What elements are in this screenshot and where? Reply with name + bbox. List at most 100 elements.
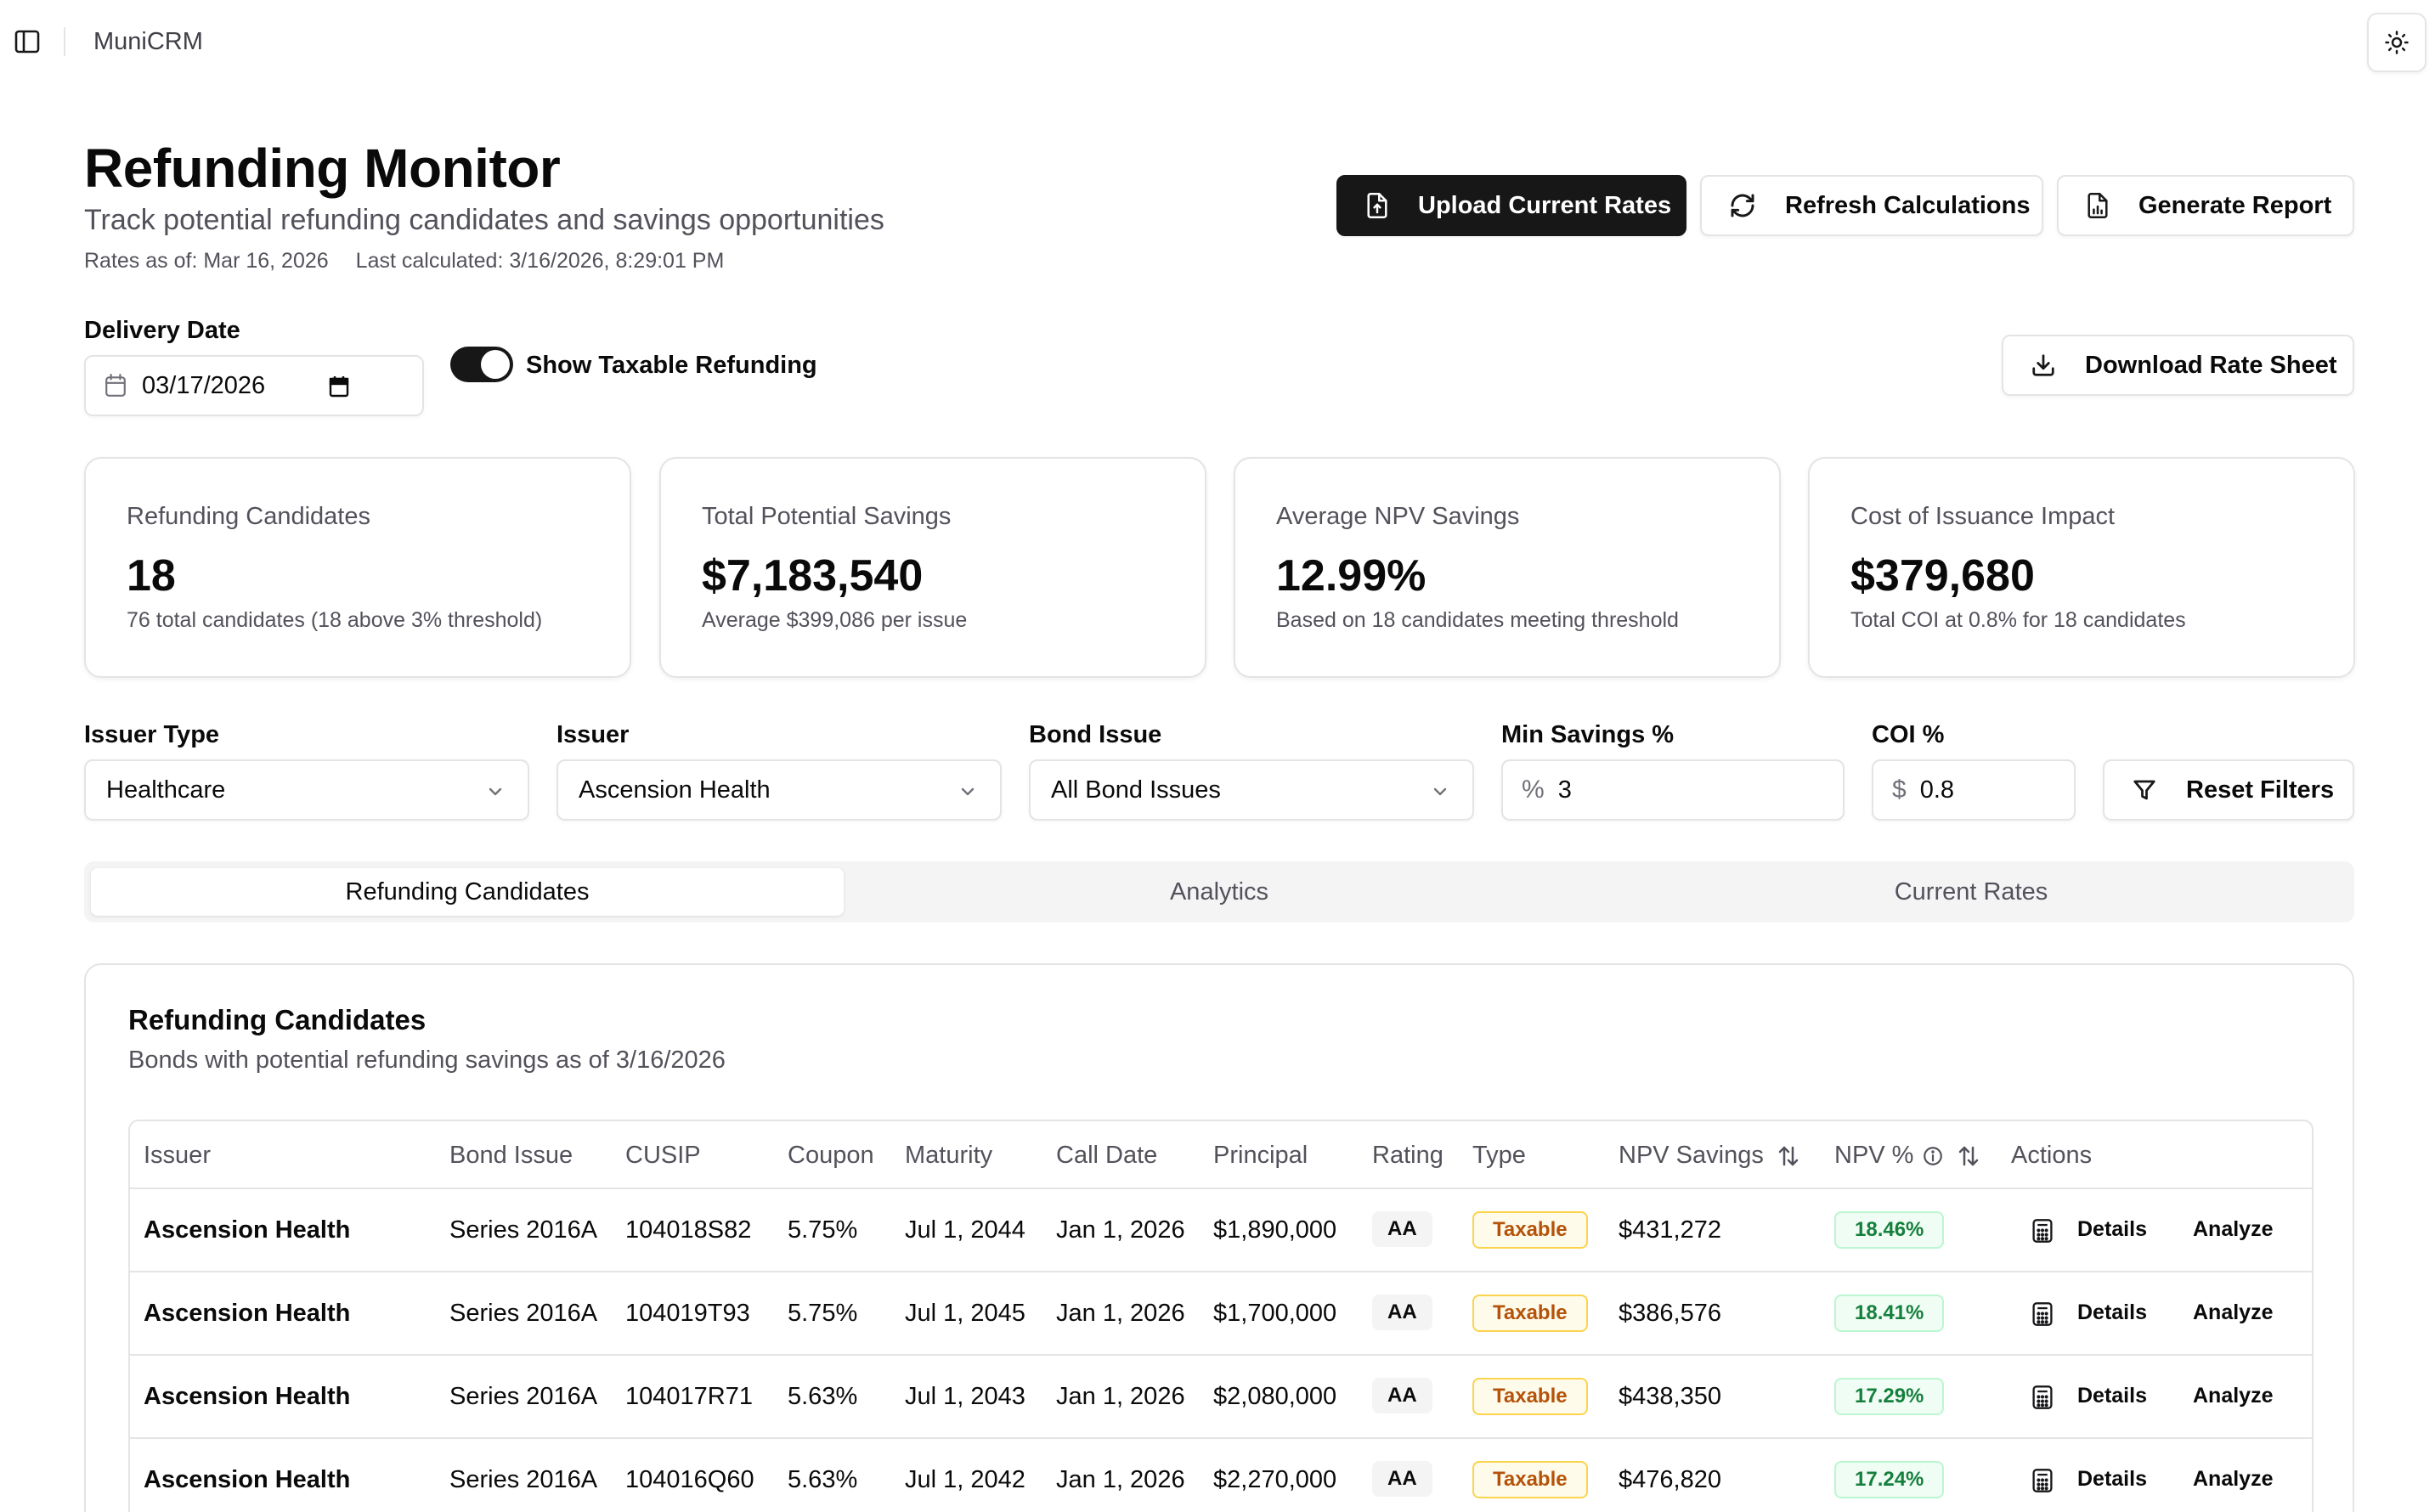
details-button[interactable]: Details — [2077, 1300, 2147, 1324]
issuer-select[interactable]: Ascension Health — [556, 759, 1002, 821]
issuer-type-label: Issuer Type — [84, 721, 220, 748]
theme-toggle-button[interactable] — [2367, 13, 2427, 72]
calculator-icon[interactable] — [2031, 1468, 2054, 1493]
cell-coupon: 5.75% — [788, 1216, 858, 1244]
stat-value: 18 — [127, 551, 176, 601]
calculator-icon[interactable] — [2031, 1385, 2054, 1410]
col-issuer: Issuer — [144, 1142, 211, 1169]
delivery-date-input[interactable]: 03/17/2026 — [84, 355, 424, 416]
issuer-value: Ascension Health — [579, 776, 771, 804]
sidebar-toggle-button[interactable] — [12, 27, 42, 56]
refresh-calculations-label: Refresh Calculations — [1785, 191, 2031, 219]
table-row: Ascension Health Series 2016A 104016Q60 … — [130, 1439, 2312, 1512]
filter-icon — [2133, 780, 2155, 800]
calculator-icon[interactable] — [2031, 1218, 2054, 1244]
stat-card-refunding-candidates: Refunding Candidates 18 76 total candida… — [84, 457, 631, 678]
col-actions: Actions — [2011, 1142, 2093, 1169]
refresh-calculations-button[interactable]: Refresh Calculations — [1700, 175, 2043, 236]
date-picker-icon[interactable] — [329, 375, 349, 404]
stat-subtext: Average $399,086 per issue — [702, 608, 968, 632]
tab-analytics[interactable]: Analytics — [1169, 877, 1269, 906]
bond-issue-select[interactable]: All Bond Issues — [1029, 759, 1474, 821]
show-taxable-toggle[interactable] — [450, 347, 513, 382]
bond-issue-value: All Bond Issues — [1051, 776, 1221, 804]
cell-npv-savings: $438,350 — [1619, 1383, 1721, 1410]
type-badge: Taxable — [1472, 1295, 1588, 1332]
cell-call-date: Jan 1, 2026 — [1056, 1383, 1185, 1410]
analyze-button[interactable]: Analyze — [2193, 1217, 2274, 1241]
analyze-button[interactable]: Analyze — [2193, 1300, 2274, 1324]
cell-bond-issue: Series 2016A — [449, 1383, 598, 1410]
download-rate-sheet-button[interactable]: Download Rate Sheet — [2002, 335, 2354, 396]
tab-list: Refunding Candidates Analytics Current R… — [84, 861, 2354, 922]
min-savings-value: 3 — [1557, 776, 1572, 804]
upload-current-rates-button[interactable]: Upload Current Rates — [1336, 175, 1686, 236]
details-button[interactable]: Details — [2077, 1384, 2147, 1408]
details-button[interactable]: Details — [2077, 1217, 2147, 1241]
npv-pct-badge: 17.24% — [1834, 1461, 1945, 1498]
col-type: Type — [1472, 1142, 1526, 1169]
generate-report-button[interactable]: Generate Report — [2057, 175, 2354, 236]
reset-filters-button[interactable]: Reset Filters — [2103, 759, 2354, 821]
analyze-button[interactable]: Analyze — [2193, 1384, 2274, 1408]
chevron-down-icon — [961, 787, 975, 796]
cell-cusip: 104019T93 — [625, 1300, 750, 1327]
col-bond-issue: Bond Issue — [449, 1142, 573, 1169]
col-npv-pct-sort[interactable]: NPV % — [1834, 1142, 1981, 1170]
stat-card-total-savings: Total Potential Savings $7,183,540 Avera… — [659, 457, 1206, 678]
delivery-date-label: Delivery Date — [84, 317, 240, 344]
delivery-date-value: 03/17/2026 — [142, 371, 266, 399]
cell-principal: $1,700,000 — [1213, 1300, 1337, 1327]
cell-maturity: Jul 1, 2045 — [905, 1300, 1025, 1327]
table-header-row: Issuer Bond Issue CUSIP Coupon Maturity … — [130, 1121, 2312, 1189]
issuer-type-select[interactable]: Healthcare — [84, 759, 529, 821]
table-row: Ascension Health Series 2016A 104017R71 … — [130, 1356, 2312, 1439]
cell-call-date: Jan 1, 2026 — [1056, 1466, 1185, 1493]
cell-bond-issue: Series 2016A — [449, 1300, 598, 1327]
sort-icon — [1778, 1146, 1799, 1165]
rating-badge: AA — [1372, 1461, 1432, 1497]
cell-cusip: 104016Q60 — [625, 1466, 754, 1493]
generate-report-label: Generate Report — [2138, 191, 2332, 219]
stat-subtext: Total COI at 0.8% for 18 candidates — [1850, 608, 2186, 632]
cell-cusip: 104017R71 — [625, 1383, 753, 1410]
cell-npv-savings: $431,272 — [1619, 1216, 1721, 1244]
npv-pct-badge: 18.41% — [1834, 1295, 1945, 1332]
top-bar: MuniCRM — [0, 0, 2435, 85]
sun-icon — [2385, 31, 2409, 54]
coi-label: COI % — [1872, 721, 1945, 748]
stat-subtext: 76 total candidates (18 above 3% thresho… — [127, 608, 543, 632]
reset-filters-label: Reset Filters — [2186, 776, 2335, 804]
npv-pct-badge: 17.29% — [1834, 1378, 1945, 1415]
analyze-button[interactable]: Analyze — [2193, 1467, 2274, 1491]
cell-maturity: Jul 1, 2044 — [905, 1216, 1025, 1244]
cell-maturity: Jul 1, 2042 — [905, 1466, 1025, 1493]
calendar-icon — [105, 374, 126, 397]
cell-coupon: 5.75% — [788, 1300, 858, 1327]
cell-issuer: Ascension Health — [144, 1383, 351, 1410]
app-name: MuniCRM — [93, 28, 203, 55]
details-button[interactable]: Details — [2077, 1467, 2147, 1491]
calculator-icon[interactable] — [2031, 1301, 2054, 1327]
last-calculated: Last calculated: 3/16/2026, 8:29:01 PM — [355, 249, 725, 273]
download-rate-sheet-label: Download Rate Sheet — [2085, 351, 2337, 379]
cell-cusip: 104018S82 — [625, 1216, 752, 1244]
type-badge: Taxable — [1472, 1378, 1588, 1415]
sort-icon — [1959, 1146, 1979, 1165]
tab-current-rates[interactable]: Current Rates — [1894, 877, 2048, 906]
cell-bond-issue: Series 2016A — [449, 1466, 598, 1493]
cell-call-date: Jan 1, 2026 — [1056, 1300, 1185, 1327]
cell-issuer: Ascension Health — [144, 1216, 351, 1244]
cell-npv-savings: $476,820 — [1619, 1466, 1721, 1493]
min-savings-input[interactable]: % 3 — [1501, 759, 1845, 821]
min-savings-label: Min Savings % — [1501, 721, 1675, 748]
coi-input[interactable]: $ 0.8 — [1872, 759, 2076, 821]
rating-badge: AA — [1372, 1211, 1432, 1247]
dollar-icon: $ — [1892, 776, 1907, 804]
tab-refunding-candidates[interactable]: Refunding Candidates — [91, 868, 844, 916]
npv-pct-badge: 18.46% — [1834, 1211, 1945, 1249]
file-chart-icon — [2088, 193, 2108, 218]
stat-label: Refunding Candidates — [127, 503, 370, 530]
info-icon[interactable] — [1922, 1145, 1944, 1167]
col-npv-savings-sort[interactable]: NPV Savings — [1619, 1142, 1801, 1170]
